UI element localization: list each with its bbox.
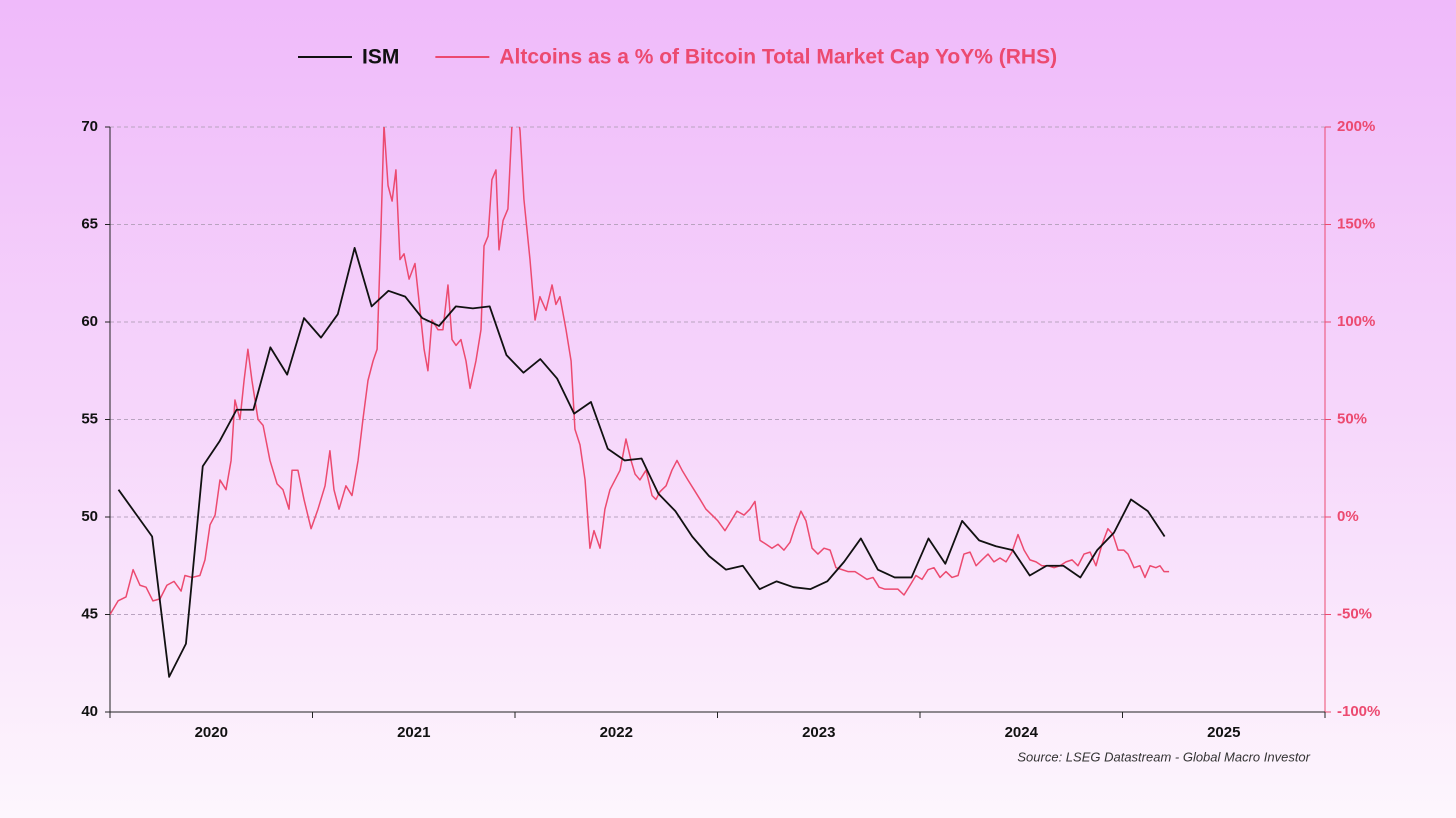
legend-label: Altcoins as a % of Bitcoin Total Market …: [499, 46, 1057, 69]
y2-tick-label: -100%: [1337, 703, 1380, 720]
x-tick-label: 2025: [1207, 724, 1240, 741]
y-tick-label: 65: [81, 215, 98, 232]
y2-tick-label: 50%: [1337, 410, 1367, 427]
y-tick-label: 40: [81, 703, 98, 720]
x-tick-label: 2024: [1005, 724, 1039, 741]
x-tick-label: 2023: [802, 724, 835, 741]
y2-tick-label: 100%: [1337, 313, 1375, 330]
y-tick-label: 55: [81, 410, 98, 427]
y2-tick-label: 200%: [1337, 118, 1375, 135]
y2-tick-label: 150%: [1337, 215, 1375, 232]
y-tick-label: 70: [81, 118, 98, 135]
series-line: [110, 127, 1170, 615]
y-tick-label: 45: [81, 605, 98, 622]
series-line: [117, 247, 1166, 678]
source-note: Source: LSEG Datastream - Global Macro I…: [1017, 749, 1310, 764]
plot-area: [110, 127, 1170, 678]
x-tick-label: 2020: [195, 724, 228, 741]
legend: ISM Altcoins as a % of Bitcoin Total Mark…: [298, 46, 1057, 69]
x-tick-label: 2021: [397, 724, 430, 741]
y-tick-label: 50: [81, 508, 98, 525]
y2-tick-label: -50%: [1337, 605, 1372, 622]
y-tick-label: 60: [81, 313, 98, 330]
y2-tick-label: 0%: [1337, 508, 1359, 525]
x-tick-label: 2022: [600, 724, 633, 741]
legend-label: ISM: [362, 46, 399, 69]
